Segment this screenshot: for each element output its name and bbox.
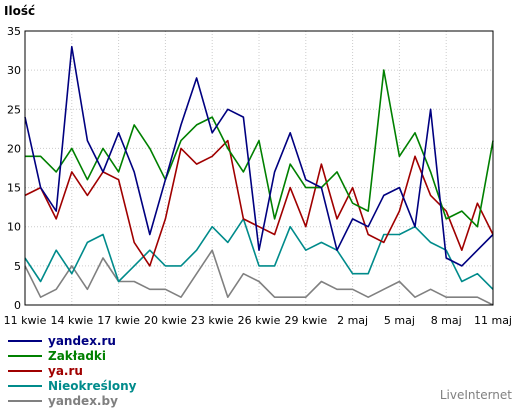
legend-item: yandex.by bbox=[8, 393, 136, 408]
y-tick-label: 0 bbox=[14, 299, 21, 312]
x-tick-label: 20 kwie bbox=[144, 314, 187, 327]
y-tick-label: 20 bbox=[7, 142, 21, 155]
legend-item: Nieokreślony bbox=[8, 378, 136, 393]
plot-frame bbox=[24, 30, 494, 306]
series-line bbox=[25, 69, 494, 228]
legend: yandex.ru Zakładki ya.ru Nieokreślony yandex… bbox=[8, 333, 136, 408]
legend-item: yandex.ru bbox=[8, 333, 136, 348]
x-tick-label: 26 kwie bbox=[238, 314, 281, 327]
x-tick-label: 11 maj bbox=[474, 314, 512, 327]
legend-swatch bbox=[8, 369, 42, 372]
x-tick-label: 14 kwie bbox=[50, 314, 93, 327]
y-tick-label: 25 bbox=[7, 103, 21, 116]
legend-label: yandex.by bbox=[48, 393, 118, 408]
legend-label: ya.ru bbox=[48, 363, 83, 378]
x-tick-label: 23 kwie bbox=[191, 314, 234, 327]
legend-swatch bbox=[8, 339, 42, 342]
x-tick-label: 2 maj bbox=[337, 314, 368, 327]
y-tick-label: 15 bbox=[7, 182, 21, 195]
chart: 0 5 10 15 20 25 30 35 11 kwie 14 kwie 17 kwie 20 k… bbox=[4, 4, 512, 327]
legend-swatch bbox=[8, 354, 42, 357]
series-line bbox=[24, 45, 494, 267]
series-lines bbox=[24, 45, 494, 306]
legend-label: yandex.ru bbox=[48, 333, 116, 348]
x-tick-label: 11 kwie bbox=[4, 314, 47, 327]
y-axis-title: Ilość bbox=[4, 4, 35, 18]
legend-swatch bbox=[8, 384, 42, 387]
legend-swatch bbox=[8, 399, 42, 402]
y-tick-label: 35 bbox=[7, 25, 21, 38]
x-tick-label: 5 maj bbox=[384, 314, 415, 327]
x-tick-label: 17 kwie bbox=[97, 314, 140, 327]
y-tick-label: 5 bbox=[14, 260, 21, 273]
legend-item: ya.ru bbox=[8, 363, 136, 378]
brand-label: LiveInternet bbox=[439, 388, 512, 402]
series-line bbox=[24, 249, 494, 306]
y-tick-label: 30 bbox=[7, 64, 21, 77]
legend-label: Zakładki bbox=[48, 348, 107, 363]
legend-label: Nieokreślony bbox=[48, 378, 137, 393]
y-tick-label: 10 bbox=[7, 221, 21, 234]
grid bbox=[24, 30, 494, 306]
x-tick-label: 29 kwie bbox=[284, 314, 327, 327]
x-tick-labels: 11 kwie 14 kwie 17 kwie 20 kwie 23 kwie 26 kw… bbox=[4, 314, 512, 327]
x-tick-label: 8 maj bbox=[431, 314, 462, 327]
legend-item: Zakładki bbox=[8, 348, 136, 363]
y-tick-labels: 0 5 10 15 20 25 30 35 bbox=[7, 25, 21, 312]
